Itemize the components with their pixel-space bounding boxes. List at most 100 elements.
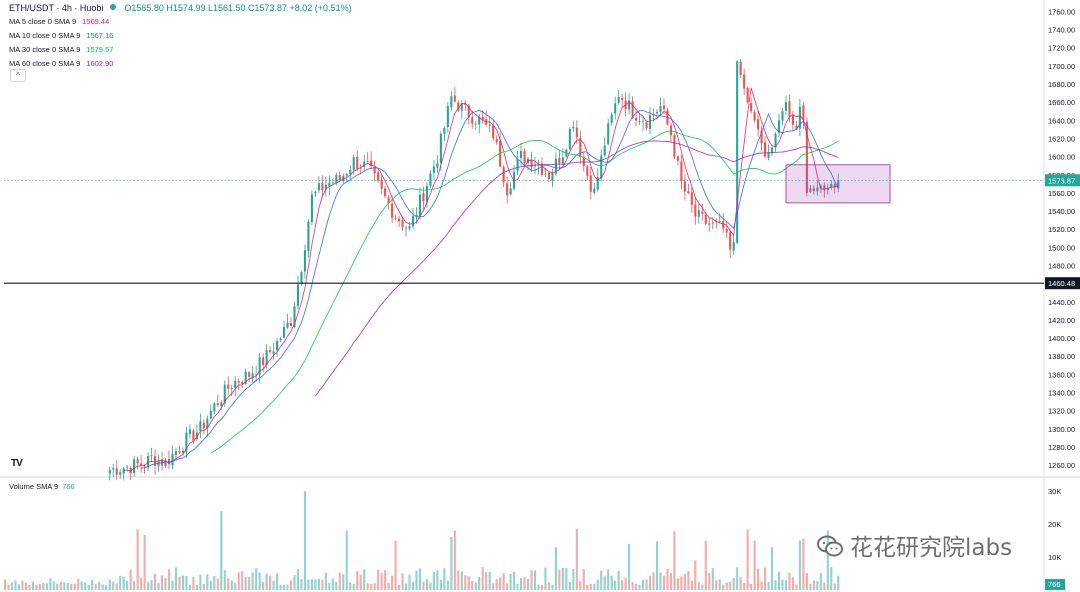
volume-bar (31, 581, 34, 590)
collapse-indicators-button[interactable]: ^ (10, 69, 26, 82)
volume-bar (523, 577, 526, 590)
candle-body (457, 102, 460, 111)
candle-body (244, 371, 247, 384)
volume-bar (544, 567, 547, 590)
volume-bar (230, 580, 233, 590)
volume-bar (188, 584, 191, 590)
candle-body (352, 157, 355, 170)
candle-body (816, 187, 819, 192)
candle-body (248, 372, 251, 377)
volume-bar (610, 575, 613, 590)
volume-bar (70, 583, 73, 590)
volume-bar (488, 571, 491, 590)
volume-bar (49, 578, 52, 590)
volume-bar (73, 583, 76, 590)
candle-body (296, 284, 300, 306)
volume-bar (338, 572, 341, 590)
candle-body (676, 156, 679, 161)
price-tick-label: 1380.00 (1048, 352, 1075, 361)
volume-bar (774, 580, 777, 590)
volume-bar (830, 567, 833, 590)
candle-body (530, 159, 533, 168)
price-tick-label: 1620.00 (1048, 134, 1075, 143)
volume-bar (56, 583, 59, 590)
candle-body (621, 97, 624, 100)
volume-bar (307, 579, 310, 590)
indicator-ma10[interactable]: MA 10 close 0 SMA 9 1567.16 (9, 31, 113, 40)
volume-bar (300, 579, 303, 590)
candle-body (310, 194, 313, 222)
candle-body (133, 459, 136, 473)
volume-bar (185, 576, 188, 590)
volume-bar (642, 579, 645, 590)
price-tick-label: 1300.00 (1048, 425, 1075, 434)
indicator-ma5-value: 1569.44 (82, 17, 110, 26)
volume-bar (687, 571, 690, 590)
volume-bar (286, 584, 289, 590)
candle-body (422, 193, 425, 201)
volume-bar (645, 579, 648, 590)
candle-body (289, 322, 293, 326)
candle-body (147, 455, 150, 468)
volume-bar (481, 567, 484, 590)
volume-bar (209, 580, 212, 590)
candle-body (213, 403, 216, 412)
candle-body (690, 192, 693, 205)
volume-bar (652, 572, 655, 590)
volume-bar (314, 579, 317, 590)
volume-bar (237, 572, 240, 590)
volume-bar (7, 584, 10, 590)
candle-body (669, 125, 672, 136)
consolidation-zone (785, 164, 891, 204)
volume-bar (579, 581, 582, 590)
volume-bar (171, 580, 174, 590)
candle-body (164, 459, 167, 466)
candle-body (220, 402, 223, 407)
market-status-dot (109, 4, 116, 10)
volume-bar (478, 577, 481, 590)
price-tick-label: 1280.00 (1048, 443, 1075, 452)
candle-body (195, 432, 198, 440)
candle-body (418, 194, 422, 216)
volume-bar (38, 583, 41, 590)
price-tick-label: 1680.00 (1048, 80, 1075, 89)
candlesticks (108, 59, 840, 481)
candle-body (429, 173, 432, 186)
volume-bar (791, 577, 794, 590)
price-tick-label: 1560.00 (1048, 189, 1075, 198)
volume-bar (502, 573, 505, 590)
candle-body (704, 214, 707, 224)
volume-bar (133, 580, 136, 590)
candle-body (791, 114, 794, 125)
volume-bar (380, 572, 383, 590)
volume-bar (729, 581, 732, 590)
indicator-ma60[interactable]: MA 60 close 0 SMA 9 1602.90 (9, 59, 113, 68)
symbol-title[interactable]: ETH/USDT · 4h · Huobi (9, 3, 104, 13)
indicator-ma30[interactable]: MA 30 close 0 SMA 9 1579.57 (9, 45, 113, 54)
candle-body (255, 374, 258, 376)
volume-bar (178, 576, 181, 590)
candle-body (809, 188, 812, 192)
volume-bar (248, 577, 251, 590)
volume-bar (296, 569, 300, 590)
volume-bar (98, 581, 101, 590)
candle-body (540, 163, 544, 176)
volume-bar (356, 570, 359, 590)
volume-bar (715, 580, 718, 590)
candle-body (314, 191, 317, 194)
volume-bar (568, 581, 571, 590)
volume-bar (467, 576, 470, 590)
candle-body (324, 184, 327, 190)
volume-bar (122, 576, 125, 590)
price-tick-label: 1400.00 (1048, 334, 1075, 343)
candle-body (764, 142, 767, 157)
candle-body (387, 197, 390, 204)
indicator-ma5[interactable]: MA 5 close 0 SMA 9 1569.44 (9, 17, 109, 26)
candle-body (495, 139, 498, 143)
volume-bar (255, 568, 258, 590)
volume-legend[interactable]: Volume SMA 9 766 (9, 482, 75, 491)
candle-body (443, 127, 446, 134)
candle-body (506, 183, 509, 196)
volume-bar (63, 582, 66, 590)
